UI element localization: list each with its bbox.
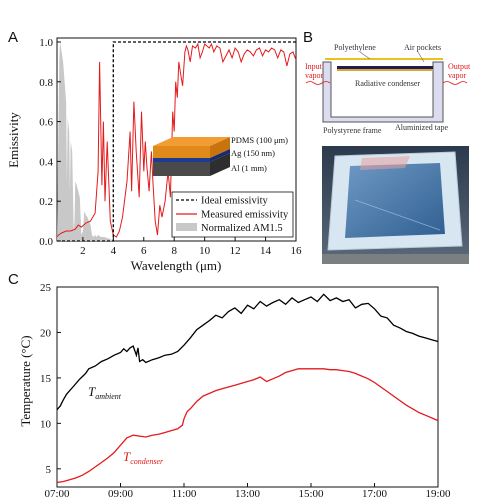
temperature-x-tick-label: 15:00	[298, 488, 324, 498]
emissivity-y-label: Emissivity	[6, 112, 21, 168]
ambient-temperature-line	[56, 293, 439, 411]
emissivity-y-tick-label: 0.4	[39, 156, 53, 168]
panel-c-letter: C	[8, 271, 19, 288]
panel-b-letter: B	[303, 29, 313, 46]
temperature-y-tick-label: 25	[40, 282, 52, 294]
temperature-y-label: Temperature (°C)	[18, 335, 33, 426]
temperature-x-tick-label: 19:00	[425, 488, 451, 498]
temperature-plot-frame	[56, 286, 439, 488]
temperature-y-tick-label: 20	[40, 327, 52, 339]
emissivity-legend: Ideal emissivity Measured emissivity Nor…	[171, 191, 294, 238]
temperature-y-tick-label: 10	[40, 418, 52, 430]
inset-label-pdms: PDMS (100 μm)	[231, 135, 288, 145]
temperature-x-tick-label: 17:00	[362, 488, 388, 498]
legend-label-am15: Normalized AM1.5	[201, 223, 283, 234]
input-vapor-arrow	[305, 81, 331, 85]
emissivity-x-tick-label: 14	[260, 245, 272, 257]
temperature-chart: 07:00 09:00 11:00 13:00 15:00 17:00 19:00 5 10 1…	[18, 282, 451, 498]
emissivity-x-tick-label: 10	[199, 245, 211, 257]
condenser-plate	[337, 66, 433, 69]
condenser-schematic: Polyethylene Air pockets Input vapor Out…	[305, 43, 471, 135]
panel-a-letter: A	[8, 29, 18, 46]
emissivity-chart: 2 4 6 8 10 12 14 16 0.0 0.2 0.4 0.6 0.8 1.0 Waveleng…	[6, 37, 302, 273]
temperature-x-tick-label: 07:00	[44, 488, 70, 498]
label-input-vapor-1: Input	[305, 62, 323, 71]
emissivity-x-tick-label: 8	[171, 245, 177, 257]
label-input-vapor-2: vapor	[305, 71, 324, 80]
legend-swatch-am15	[176, 223, 197, 231]
label-output-vapor-1: Output	[448, 62, 471, 71]
inset-label-al: Al (1 mm)	[231, 163, 267, 173]
temperature-y-tick-label: 5	[46, 464, 52, 476]
ambient-series-label: Tambient	[88, 384, 122, 401]
temperature-x-tick-label: 09:00	[108, 488, 134, 498]
emissivity-y-tick-label: 0.8	[39, 77, 53, 89]
emissivity-y-tick-label: 1.0	[39, 37, 53, 49]
output-vapor-arrow	[442, 81, 468, 85]
emissivity-x-tick-label: 6	[141, 245, 147, 257]
temperature-x-tick-label: 13:00	[235, 488, 261, 498]
ideal-emissivity-line	[57, 41, 296, 242]
condenser-photo	[322, 146, 469, 264]
label-polystyrene-frame: Polystyrene frame	[323, 126, 382, 135]
emissivity-x-tick-label: 12	[230, 245, 241, 257]
temperature-y-tick-label: 15	[40, 373, 52, 385]
temperature-x-tick-label: 11:00	[172, 488, 197, 498]
condenser-series-label: Tcondenser	[123, 449, 164, 466]
legend-label-ideal: Ideal emissivity	[201, 196, 269, 207]
emissivity-x-tick-label: 16	[291, 245, 303, 257]
label-radiative-condenser: Radiative condenser	[355, 79, 420, 88]
inset-label-ag: Ag (150 nm)	[231, 148, 275, 158]
legend-label-measured: Measured emissivity	[201, 210, 289, 221]
label-aluminized-tape: Aluminized tape	[395, 123, 449, 132]
emissivity-x-label: Wavelength (μm)	[131, 258, 222, 273]
am15-area	[57, 42, 114, 241]
emissivity-y-tick-label: 0.2	[39, 196, 53, 208]
layer-stack-inset: PDMS (100 μm) Ag (150 nm) Al (1 mm)	[153, 135, 288, 176]
label-polyethylene: Polyethylene	[334, 43, 376, 52]
label-output-vapor-2: vapor	[448, 71, 467, 80]
emissivity-y-tick-label: 0.0	[39, 236, 53, 248]
emissivity-y-tick-label: 0.6	[39, 117, 53, 129]
condenser-temperature-line	[56, 368, 439, 484]
emissivity-x-tick-label: 2	[80, 245, 86, 257]
polystyrene-frame	[322, 61, 444, 123]
measured-emissivity-line	[56, 42, 297, 238]
label-air-pockets: Air pockets	[404, 43, 441, 52]
emissivity-x-tick-label: 4	[111, 245, 117, 257]
